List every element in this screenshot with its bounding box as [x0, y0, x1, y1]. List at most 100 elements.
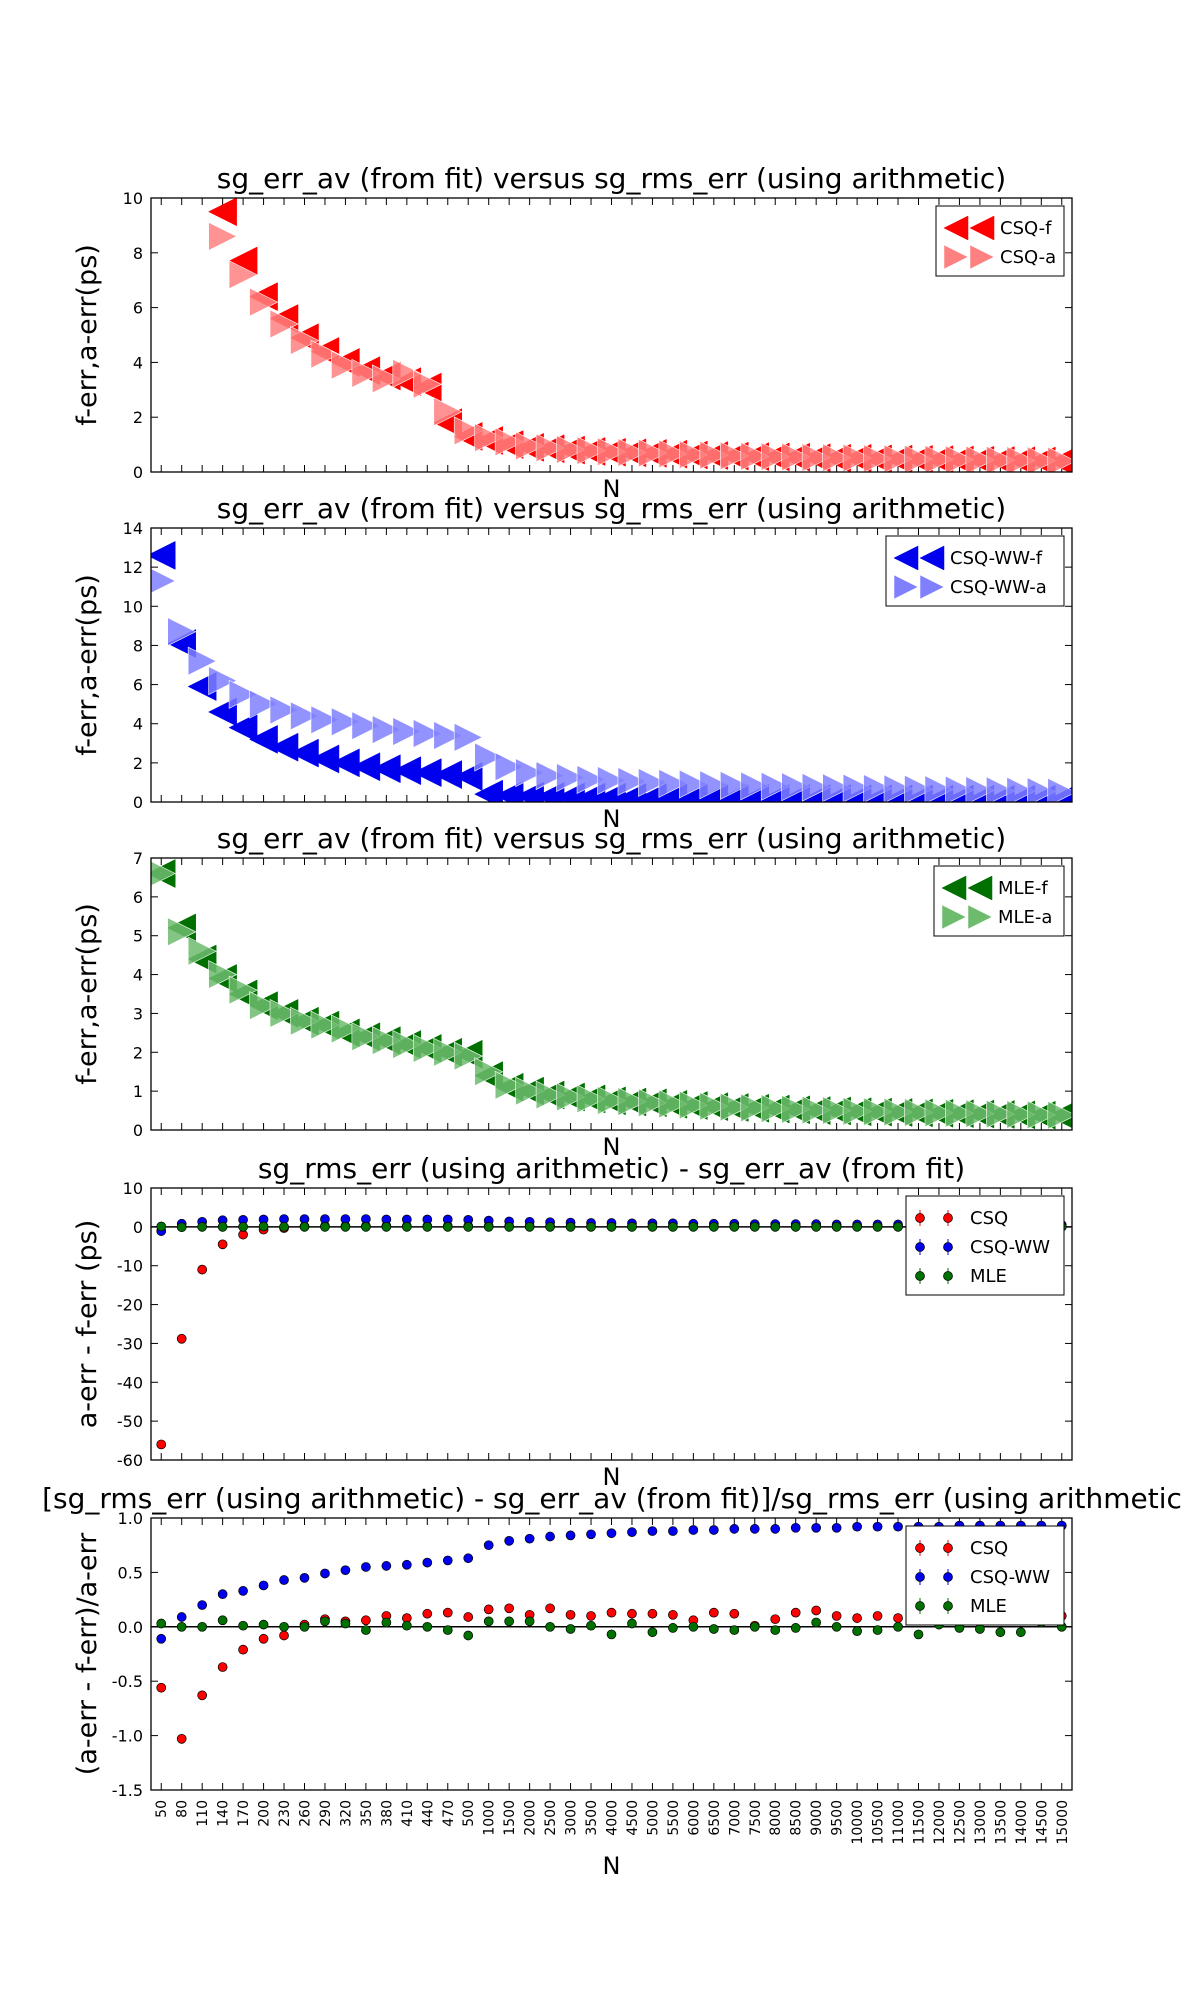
data-point: [299, 1621, 310, 1632]
data-point: [740, 1093, 770, 1123]
data-point: [904, 444, 934, 472]
data-point: [515, 431, 545, 461]
y-tick-label: 0.5: [118, 1563, 143, 1582]
data-point: [842, 773, 872, 802]
x-tick-label: 500: [461, 1800, 477, 1827]
y-tick-label: 6: [133, 888, 143, 907]
data-point: [965, 1099, 995, 1129]
plot-frame: [150, 1187, 1073, 1461]
panel-2: sg_err_av (from fit) versus sg_rms_err (…: [72, 492, 1073, 833]
data-point: [217, 1615, 228, 1626]
legend-marker: [915, 1271, 925, 1281]
data-point: [269, 998, 299, 1028]
data-point: [606, 1222, 617, 1232]
data-point: [1006, 1099, 1036, 1129]
data-point: [749, 1621, 760, 1632]
legend-marker: [967, 875, 993, 901]
data-point: [606, 1607, 617, 1618]
data-point: [392, 717, 422, 747]
y-tick-label: 4: [133, 715, 143, 734]
data-point: [176, 1222, 187, 1233]
legend-marker: [943, 1213, 953, 1223]
data-point: [442, 1625, 453, 1635]
y-tick-label: 1: [133, 1082, 143, 1101]
legend-marker: [893, 545, 919, 571]
data-point: [781, 1094, 811, 1124]
legend-entry: CSQ-a: [943, 244, 1056, 270]
data-point: [474, 423, 504, 453]
data-point: [310, 339, 340, 369]
legend-marker: [919, 545, 945, 571]
data-point: [576, 765, 606, 794]
data-point: [504, 1603, 515, 1614]
data-point: [986, 776, 1016, 802]
data-point: [790, 1522, 801, 1533]
legend-box: [905, 1195, 1065, 1296]
data-point: [668, 1623, 678, 1633]
data-point: [320, 1568, 330, 1579]
panel-title: sg_err_av (from fit) versus sg_rms_err (…: [217, 162, 1006, 195]
data-point: [770, 1222, 781, 1232]
data-point: [535, 1080, 565, 1110]
data-point: [606, 1528, 617, 1539]
data-point: [986, 1099, 1016, 1129]
data-point: [156, 1682, 167, 1693]
data-point: [197, 1222, 208, 1232]
data-point: [679, 440, 709, 470]
y-tick-label: 5: [133, 927, 143, 946]
data-point: [801, 442, 831, 472]
data-point: [474, 1057, 504, 1087]
data-point: [290, 325, 320, 355]
data-point: [351, 1022, 381, 1052]
data-point: [504, 1222, 515, 1232]
data-point: [290, 701, 320, 731]
data-point: [474, 742, 504, 772]
data-point: [1027, 446, 1056, 472]
data-point: [576, 1084, 606, 1114]
data-point: [811, 1522, 822, 1533]
y-tick-label: 7: [133, 849, 143, 868]
data-point: [781, 442, 811, 472]
data-point: [217, 1222, 228, 1232]
x-tick-label: 8500: [789, 1800, 805, 1836]
x-tick-label: 350: [359, 1800, 375, 1827]
data-point: [299, 1222, 310, 1232]
data-point: [494, 752, 524, 782]
legend-box: [935, 205, 1065, 277]
legend-marker: [915, 1242, 925, 1252]
y-tick-label: 1.0: [118, 1509, 143, 1528]
data-point: [372, 1026, 402, 1056]
y-tick-label: -60: [117, 1451, 143, 1470]
data-point: [556, 1082, 586, 1112]
data-point: [228, 975, 258, 1005]
panel-title: sg_err_av (from fit) versus sg_rms_err (…: [217, 822, 1006, 855]
data-point: [945, 775, 975, 802]
data-point: [565, 1609, 576, 1620]
data-point: [463, 1630, 474, 1641]
data-point: [372, 715, 402, 745]
data-point: [904, 1098, 934, 1127]
data-point: [658, 439, 688, 469]
x-tick-label: 80: [175, 1800, 191, 1818]
x-axis-label: N: [603, 1133, 621, 1161]
data-point: [852, 1626, 862, 1637]
x-tick-label: 6000: [686, 1800, 702, 1836]
data-point: [372, 364, 402, 394]
data-point: [708, 1222, 719, 1232]
data-point: [156, 1439, 167, 1450]
y-tick-label: 10: [123, 597, 143, 616]
y-tick-label: 8: [133, 244, 143, 263]
data-point: [986, 445, 1016, 472]
data-point: [565, 1530, 576, 1541]
y-tick-label: -50: [117, 1412, 143, 1431]
legend-entry: CSQ-WW: [915, 1567, 1050, 1588]
series-csq-a: [208, 221, 1072, 472]
data-point: [167, 617, 197, 647]
data-point: [249, 689, 279, 719]
data-point: [483, 1222, 494, 1232]
data-point: [340, 1565, 351, 1576]
data-point: [269, 732, 299, 762]
data-point: [249, 991, 279, 1021]
x-tick-label: 12000: [932, 1800, 948, 1845]
data-point: [545, 1531, 555, 1542]
